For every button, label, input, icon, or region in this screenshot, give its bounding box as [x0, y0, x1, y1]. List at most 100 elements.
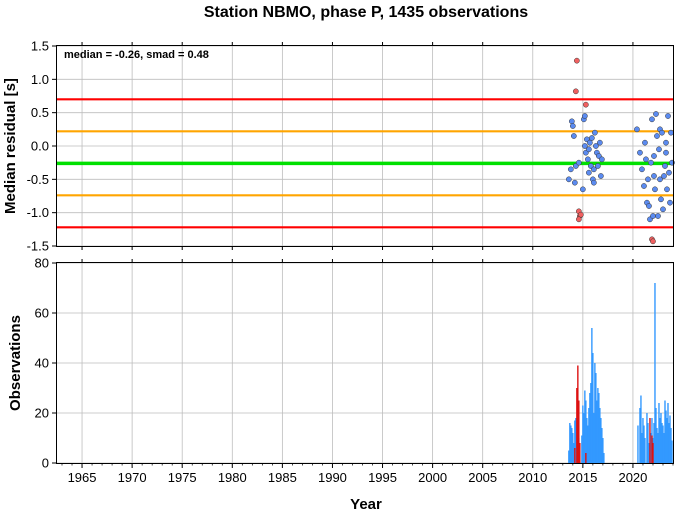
observations-bar: [598, 393, 600, 463]
observations-bar: [663, 433, 665, 463]
x-tick-label: 1990: [318, 470, 347, 485]
observations-bar: [658, 403, 660, 463]
observations-bar: [585, 400, 587, 463]
residual-point: [666, 169, 672, 176]
x-tick-label: 2020: [618, 470, 647, 485]
residual-point: [645, 176, 651, 183]
observations-bar: [642, 418, 644, 463]
y-tick-label: 40: [35, 356, 49, 371]
stats-annotation: median = -0.26, smad = 0.48: [64, 49, 209, 61]
residual-point: [583, 101, 589, 108]
residual-point: [663, 139, 669, 146]
residual-point: [637, 149, 643, 156]
observations-bar: [657, 433, 659, 463]
residual-point: [665, 113, 671, 119]
observations-bar: [581, 435, 583, 463]
residual-point: [663, 149, 669, 156]
residual-point: [656, 146, 662, 153]
residual-point: [595, 163, 601, 169]
y-tick-label: -1.5: [27, 239, 49, 254]
residual-point: [652, 186, 658, 193]
residual-point: [587, 139, 593, 146]
residual-point: [651, 173, 657, 179]
observations-bar: [601, 428, 603, 463]
observations-bar: [648, 443, 650, 463]
observations-bar: [652, 443, 654, 463]
residual-point: [661, 173, 667, 179]
y-tick-label: 80: [35, 256, 49, 271]
observations-bar: [570, 425, 572, 463]
x-tick-label: 2010: [518, 470, 547, 485]
residual-point: [660, 206, 666, 213]
observations-bar: [569, 423, 571, 463]
residual-point: [634, 126, 640, 133]
observations-bar: [637, 425, 639, 463]
observations-bar: [671, 440, 673, 463]
observations-bar: [655, 408, 657, 463]
observations-bar: [656, 428, 658, 463]
y-tick-label: -0.5: [27, 172, 49, 187]
residual-point: [641, 183, 647, 189]
observations-bar: [574, 448, 576, 463]
observations-bar: [578, 400, 580, 463]
observations-bar: [661, 423, 663, 463]
residual-y-label: Median residual [s]: [2, 78, 19, 214]
x-tick-label: 2015: [568, 470, 597, 485]
residual-point: [642, 139, 648, 146]
observations-bar: [667, 403, 669, 463]
observations-bar: [650, 433, 652, 463]
residual-point: [648, 159, 654, 166]
residual-point: [580, 186, 586, 193]
observations-bar: [596, 400, 598, 463]
residual-point: [567, 166, 574, 173]
residual-point: [662, 163, 668, 169]
chart-title: Station NBMO, phase P, 1435 observations: [204, 4, 528, 21]
observations-bar: [588, 408, 590, 463]
observations-bar: [640, 395, 642, 463]
residual-point: [586, 169, 592, 176]
observations-bar: [585, 453, 587, 463]
residual-point: [650, 213, 656, 219]
observations-bar: [572, 433, 574, 463]
residual-point: [582, 143, 588, 149]
residual-point: [570, 133, 577, 139]
observations-bar: [603, 453, 605, 463]
observations-panel: 0 20 40 60 80 1965 1970 1975 1980 1985 1990 1995 20…: [7, 256, 674, 511]
y-tick-label: 1.0: [31, 72, 49, 87]
residual-point: [572, 88, 579, 95]
residual-point: [575, 216, 582, 223]
residual-panel: 1.5 1.0 0.5 0.0 -0.5 -1.0 -1.5 median = -0.26,…: [2, 39, 675, 254]
observations-bar: [591, 328, 593, 463]
x-tick-label: 2000: [418, 470, 447, 485]
x-tick-label: 2005: [468, 470, 497, 485]
residual-point: [646, 203, 652, 209]
observations-y-ticks: 0 20 40 60 80: [35, 256, 57, 471]
observations-bar: [665, 410, 667, 463]
observations-bar: [575, 418, 577, 463]
residual-point: [585, 156, 591, 163]
residual-point: [655, 213, 661, 219]
residual-point: [668, 129, 674, 136]
observations-bar: [594, 363, 596, 463]
observations-bar: [644, 438, 646, 463]
observations-bar: [669, 415, 671, 463]
x-tick-label: 1995: [368, 470, 397, 485]
residual-point: [568, 118, 575, 125]
observations-bar: [641, 433, 643, 463]
observations-bar: [582, 405, 584, 463]
residual-point: [649, 116, 655, 123]
observations-bar: [579, 443, 581, 463]
observations-bar: [660, 413, 662, 463]
residual-point: [571, 179, 578, 186]
observations-bar: [584, 390, 586, 463]
residual-point: [654, 133, 660, 139]
observations-bar: [649, 418, 651, 463]
residual-point: [597, 139, 603, 146]
observations-bars: [568, 283, 673, 463]
residual-point: [589, 135, 595, 141]
residual-point: [658, 196, 664, 203]
residual-point: [667, 199, 673, 206]
residual-point: [664, 186, 670, 193]
y-tick-label: 0: [42, 456, 49, 471]
